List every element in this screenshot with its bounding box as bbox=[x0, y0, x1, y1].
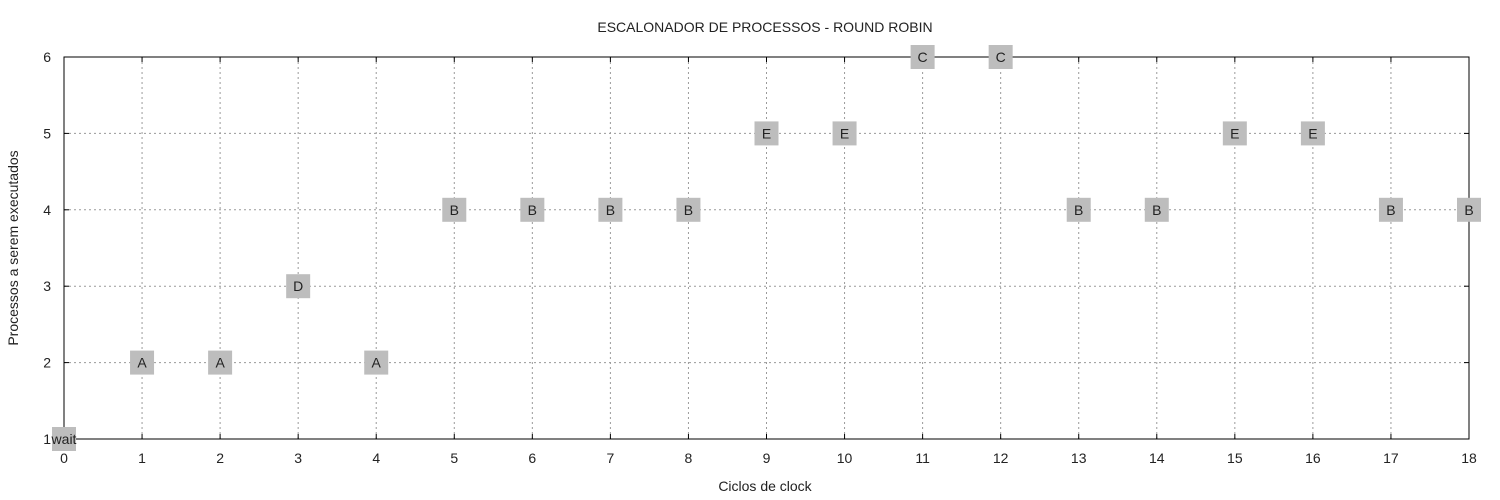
data-point: B bbox=[1378, 197, 1403, 222]
data-point-marker bbox=[52, 427, 76, 451]
data-markers: wait A A D A B B B B E E C C B B E E B B bbox=[51, 45, 1481, 451]
x-axis-label: Ciclos de clock bbox=[718, 478, 812, 494]
x-tick-label: 6 bbox=[528, 450, 536, 466]
data-point: B bbox=[1066, 197, 1091, 222]
chart-title: ESCALONADOR DE PROCESSOS - ROUND ROBIN bbox=[597, 19, 932, 35]
data-point-marker bbox=[442, 197, 467, 222]
data-point: A bbox=[364, 350, 389, 375]
x-tick-label: 12 bbox=[993, 450, 1009, 466]
y-axis-label: Processos a serem executados bbox=[5, 150, 21, 345]
x-tick-label: 3 bbox=[294, 450, 302, 466]
data-point-marker bbox=[1222, 121, 1247, 146]
data-point-label: B bbox=[1464, 202, 1473, 218]
data-point-marker bbox=[1300, 121, 1325, 146]
y-tick-label: 1 bbox=[43, 431, 51, 447]
data-point: B bbox=[598, 197, 623, 222]
data-point-label: E bbox=[840, 125, 849, 141]
data-point-marker bbox=[208, 350, 233, 375]
x-tick-label: 2 bbox=[216, 450, 224, 466]
data-point: wait bbox=[51, 427, 77, 451]
data-point-marker bbox=[832, 121, 857, 146]
data-point-label: B bbox=[606, 202, 615, 218]
x-tick-label: 7 bbox=[606, 450, 614, 466]
data-point: B bbox=[676, 197, 701, 222]
data-point-marker bbox=[1066, 197, 1091, 222]
data-point: D bbox=[286, 274, 311, 299]
data-point: E bbox=[832, 121, 857, 146]
data-point-marker bbox=[364, 350, 389, 375]
data-point-label: E bbox=[1308, 125, 1317, 141]
data-point: B bbox=[1457, 197, 1481, 222]
data-point: A bbox=[130, 350, 155, 375]
data-point-marker bbox=[1144, 197, 1169, 222]
data-point: B bbox=[520, 197, 545, 222]
y-tick-label: 4 bbox=[43, 202, 51, 218]
x-tick-label: 17 bbox=[1383, 450, 1399, 466]
data-point: B bbox=[442, 197, 467, 222]
data-point-label: A bbox=[137, 355, 147, 371]
data-point-marker bbox=[598, 197, 623, 222]
x-tick-label: 9 bbox=[763, 450, 771, 466]
data-point-marker bbox=[910, 45, 935, 69]
x-tick-label: 5 bbox=[450, 450, 458, 466]
data-point-label: B bbox=[450, 202, 459, 218]
data-point-marker bbox=[1457, 197, 1481, 222]
data-point-label: A bbox=[372, 355, 382, 371]
data-point-label: B bbox=[528, 202, 537, 218]
data-point-label: A bbox=[215, 355, 225, 371]
data-point-label: B bbox=[1386, 202, 1395, 218]
data-point-label: D bbox=[293, 278, 303, 294]
data-point-label: wait bbox=[51, 431, 77, 447]
data-point-marker bbox=[286, 274, 311, 299]
x-tick-label: 0 bbox=[60, 450, 68, 466]
data-point: B bbox=[1144, 197, 1169, 222]
x-tick-label: 14 bbox=[1149, 450, 1165, 466]
data-point-label: B bbox=[1152, 202, 1161, 218]
data-point-marker bbox=[988, 45, 1013, 69]
data-point: C bbox=[988, 45, 1013, 69]
grid bbox=[64, 57, 1469, 439]
data-point-label: E bbox=[762, 125, 771, 141]
data-point-label: C bbox=[918, 49, 928, 65]
x-tick-label: 13 bbox=[1071, 450, 1087, 466]
data-point: E bbox=[1300, 121, 1325, 146]
x-tick-label: 10 bbox=[837, 450, 853, 466]
x-tick-label: 16 bbox=[1305, 450, 1321, 466]
data-point-marker bbox=[676, 197, 701, 222]
data-point-label: E bbox=[1230, 125, 1239, 141]
y-tick-label: 2 bbox=[43, 355, 51, 371]
x-tick-label: 11 bbox=[915, 450, 930, 466]
y-tick-label: 3 bbox=[43, 278, 51, 294]
data-point: E bbox=[1222, 121, 1247, 146]
data-point-label: B bbox=[1074, 202, 1083, 218]
data-point-marker bbox=[754, 121, 779, 146]
x-tick-label: 8 bbox=[685, 450, 693, 466]
data-point: A bbox=[208, 350, 233, 375]
y-tick-label: 6 bbox=[43, 49, 51, 65]
data-point-marker bbox=[1378, 197, 1403, 222]
data-point-label: B bbox=[684, 202, 693, 218]
data-point-marker bbox=[520, 197, 545, 222]
data-point: E bbox=[754, 121, 779, 146]
x-tick-label: 1 bbox=[138, 450, 146, 466]
data-point-label: C bbox=[996, 49, 1006, 65]
data-point: C bbox=[910, 45, 935, 69]
x-tick-label: 15 bbox=[1227, 450, 1243, 466]
x-tick-label: 18 bbox=[1461, 450, 1477, 466]
data-point-marker bbox=[130, 350, 155, 375]
x-tick-label: 4 bbox=[372, 450, 380, 466]
y-tick-label: 5 bbox=[43, 125, 51, 141]
